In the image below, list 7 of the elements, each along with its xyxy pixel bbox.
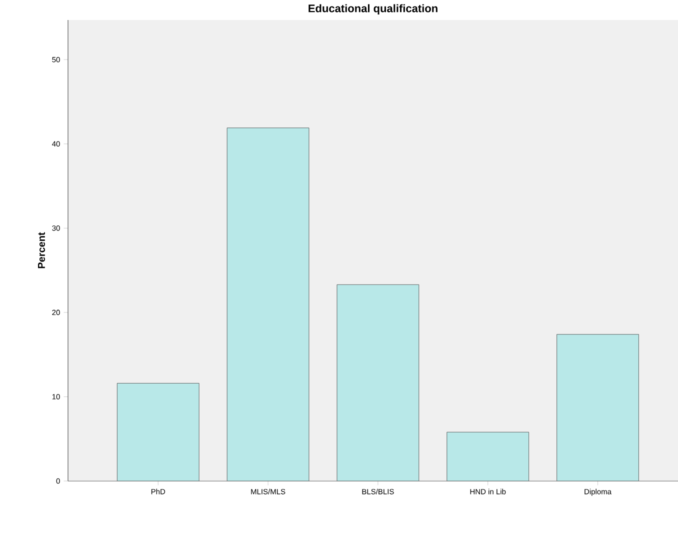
bar <box>226 128 310 481</box>
bar <box>336 284 420 481</box>
chart-title: Educational qualification <box>308 4 438 14</box>
bar <box>556 334 639 481</box>
bar <box>116 383 200 481</box>
bar <box>446 432 530 481</box>
y-axis-title: Percent <box>38 232 45 268</box>
